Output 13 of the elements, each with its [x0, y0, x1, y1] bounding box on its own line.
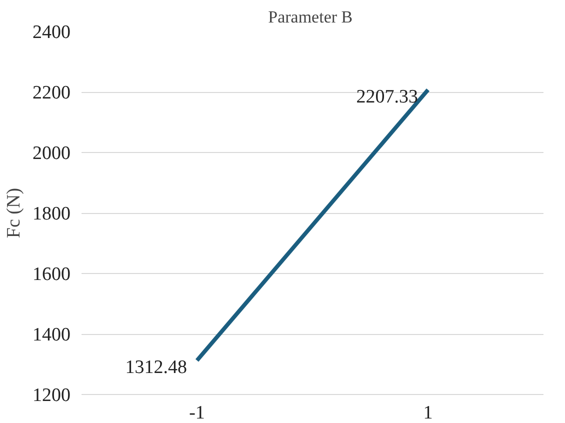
y-tick-label: 2400: [32, 22, 70, 43]
x-tick-label: 1: [423, 402, 433, 423]
y-tick-label: 1400: [32, 324, 70, 346]
chart-title: Parameter B: [268, 8, 353, 26]
y-tick-label: 1800: [32, 204, 70, 224]
data-label: 1312.48: [125, 356, 187, 378]
y-axis-title: Fc (N): [4, 188, 24, 238]
y-tick-label: 2200: [32, 82, 70, 104]
y-tick-label: 2000: [32, 143, 70, 164]
data-label: 2207.33: [356, 86, 418, 108]
y-tick-label: 1600: [32, 264, 70, 285]
y-tick-label: 1200: [32, 385, 70, 406]
x-tick-label: -1: [189, 402, 205, 423]
